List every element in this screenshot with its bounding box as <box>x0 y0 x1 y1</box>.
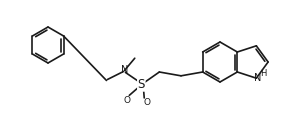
Text: S: S <box>138 78 145 91</box>
Text: N: N <box>254 73 261 83</box>
Text: N: N <box>121 65 128 76</box>
Text: O: O <box>124 96 131 105</box>
Text: O: O <box>144 98 151 107</box>
Text: H: H <box>260 69 266 78</box>
